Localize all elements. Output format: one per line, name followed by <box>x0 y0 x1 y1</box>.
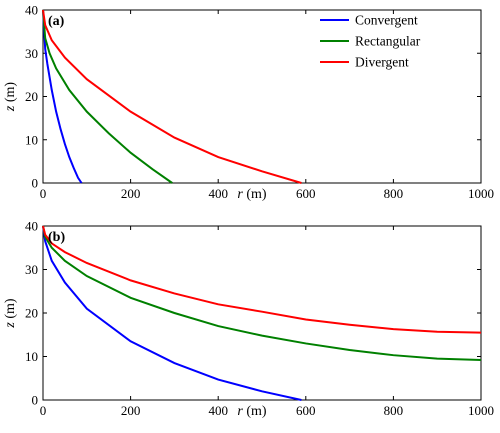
legend: Convergent Rectangular Divergent <box>320 13 421 70</box>
x-axis-label: r (m) <box>237 404 267 419</box>
plot-area-frame <box>42 225 482 401</box>
x-tick-label: 200 <box>121 186 141 201</box>
y-tick-label: 0 <box>32 393 39 408</box>
y-axis-label: z (m) <box>3 298 18 329</box>
legend-label-rectangular: Rectangular <box>355 34 421 49</box>
legend-label-divergent: Divergent <box>355 55 409 70</box>
x-tick-label: 0 <box>40 403 47 418</box>
series-line-rectangular <box>42 225 482 361</box>
y-tick-label: 30 <box>25 262 38 277</box>
y-tick-label: 20 <box>25 306 38 321</box>
panel-label: (a) <box>48 14 65 29</box>
legend-label-convergent: Convergent <box>355 13 418 28</box>
chart-panel-a: 0 200 400 600 800 1000 0 10 20 30 40 r (m) z (m) (a) C… <box>3 3 494 203</box>
series-line-rectangular <box>42 9 173 184</box>
x-tick-label: 200 <box>121 403 141 418</box>
series-line-convergent <box>42 9 83 184</box>
x-tick-label: 0 <box>40 186 47 201</box>
x-tick-label: 600 <box>296 403 316 418</box>
y-tick-label: 20 <box>25 89 38 104</box>
series-line-convergent <box>42 225 302 401</box>
x-tick-label: 400 <box>208 403 228 418</box>
y-tick-label: 10 <box>25 349 38 364</box>
x-tick-label: 400 <box>208 186 228 201</box>
x-tick-label: 800 <box>384 186 404 201</box>
x-tick-label: 1000 <box>468 186 494 201</box>
y-tick-label: 0 <box>32 176 39 191</box>
chart-panel-b: 0 200 400 600 800 1000 0 10 20 30 40 r (m) z (m) (b) <box>3 219 494 420</box>
panel-label: (b) <box>48 230 65 245</box>
series-line-divergent <box>42 225 482 334</box>
y-tick-label: 30 <box>25 46 38 61</box>
y-tick-label: 10 <box>25 132 38 147</box>
y-tick-label: 40 <box>25 219 38 234</box>
x-tick-label: 600 <box>296 186 316 201</box>
y-tick-label: 40 <box>25 3 38 18</box>
series-line-divergent <box>42 9 302 184</box>
x-tick-label: 1000 <box>468 403 494 418</box>
x-tick-label: 800 <box>384 403 404 418</box>
y-axis-label: z (m) <box>3 82 18 113</box>
x-axis-label: r (m) <box>237 187 267 202</box>
